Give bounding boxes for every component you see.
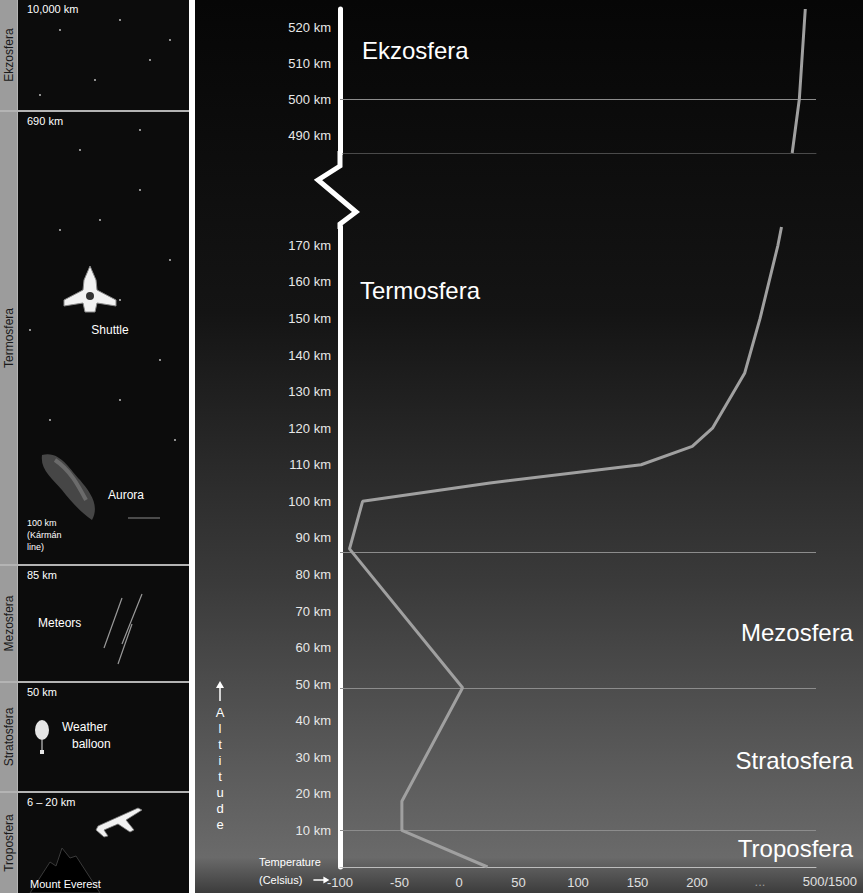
svg-text:140 km: 140 km [288,348,331,363]
svg-text:85 km: 85 km [27,569,57,581]
svg-text:A: A [216,705,225,720]
svg-text:Mezosfera: Mezosfera [2,595,16,651]
svg-text:50: 50 [511,875,525,890]
svg-text:0: 0 [455,875,462,890]
svg-text:(Celsius): (Celsius) [259,874,302,886]
svg-text:690 km: 690 km [27,115,63,127]
svg-text:Mezosfera: Mezosfera [741,619,854,646]
svg-text:510 km: 510 km [288,56,331,71]
svg-text:130 km: 130 km [288,384,331,399]
svg-text:Temperature: Temperature [259,856,321,868]
svg-text:Aurora: Aurora [108,488,144,502]
svg-text:Meteors: Meteors [38,616,81,630]
svg-text:50 km: 50 km [27,686,57,698]
svg-text:Stratosfera: Stratosfera [736,747,854,774]
svg-text:u: u [216,785,223,800]
svg-text:40 km: 40 km [296,713,331,728]
svg-text:line): line) [27,542,44,552]
svg-text:...: ... [755,874,766,889]
svg-text:i: i [219,753,222,768]
svg-text:Mount Everest: Mount Everest [30,878,101,890]
svg-text:Termosfera: Termosfera [2,308,16,368]
svg-text:70 km: 70 km [296,604,331,619]
svg-text:500/1500: 500/1500 [803,874,857,889]
svg-text:120 km: 120 km [288,421,331,436]
svg-text:Shuttle: Shuttle [91,323,129,337]
svg-text:Weather: Weather [62,720,107,734]
svg-text:110 km: 110 km [289,457,331,472]
svg-text:50 km: 50 km [296,677,331,692]
svg-text:490 km: 490 km [288,128,331,143]
svg-text:100 km: 100 km [288,494,331,509]
svg-text:6 – 20 km: 6 – 20 km [27,796,75,808]
svg-text:Troposfera: Troposfera [2,814,16,872]
svg-text:10,000 km: 10,000 km [27,3,78,15]
svg-text:30 km: 30 km [296,750,331,765]
svg-text:-100: -100 [327,875,353,890]
svg-text:l: l [219,721,222,736]
svg-text:60 km: 60 km [296,640,331,655]
svg-text:Ekzosfera: Ekzosfera [2,28,16,82]
svg-text:150: 150 [627,875,649,890]
svg-text:Troposfera: Troposfera [738,835,854,862]
svg-text:t: t [218,769,222,784]
svg-text:e: e [216,817,223,832]
svg-text:(Kármán: (Kármán [27,530,62,540]
svg-text:500 km: 500 km [288,92,331,107]
svg-text:520 km: 520 km [288,20,331,35]
svg-text:Ekzosfera: Ekzosfera [362,37,469,64]
svg-text:160 km: 160 km [288,274,331,289]
svg-text:150 km: 150 km [288,311,331,326]
svg-text:20 km: 20 km [296,786,331,801]
svg-text:170 km: 170 km [288,238,331,253]
svg-text:10 km: 10 km [296,823,331,838]
svg-text:100 km: 100 km [27,518,57,528]
svg-text:90 km: 90 km [296,530,331,545]
svg-text:Termosfera: Termosfera [360,277,481,304]
svg-text:80 km: 80 km [296,567,331,582]
svg-text:Stratosfera: Stratosfera [2,707,16,766]
svg-text:-50: -50 [390,875,409,890]
svg-text:200: 200 [686,875,708,890]
svg-text:100: 100 [567,875,589,890]
svg-text:t: t [218,737,222,752]
svg-text:balloon: balloon [72,737,111,751]
svg-text:d: d [216,801,223,816]
